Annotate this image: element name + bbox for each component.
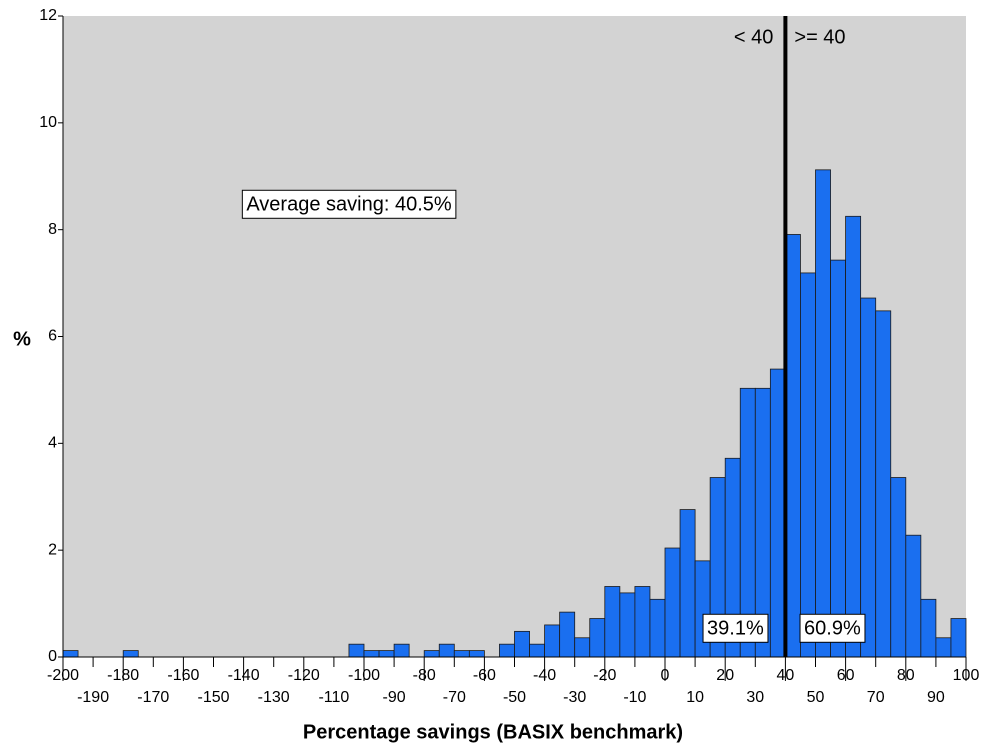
side-label: < 40 [734, 26, 773, 48]
bar [544, 624, 561, 658]
bar [875, 310, 892, 658]
bar [679, 509, 696, 658]
bar [860, 297, 877, 658]
bar [634, 586, 651, 658]
bar [348, 643, 365, 658]
x-tick-label: -140 [228, 667, 260, 684]
annotation-box [702, 613, 769, 643]
bar [363, 650, 380, 658]
x-tick-label: 40 [777, 667, 795, 684]
x-tick-label: -130 [258, 689, 290, 706]
annotation: 39.1% [707, 617, 764, 639]
bar [920, 598, 937, 658]
annotation: Average saving: 40.5% [246, 193, 452, 215]
x-tick-label: 30 [746, 689, 764, 706]
x-tick-label: -100 [348, 667, 380, 684]
bar [62, 650, 79, 658]
x-tick-label: -150 [197, 689, 229, 706]
x-tick-label: -200 [47, 667, 79, 684]
bar [393, 643, 410, 658]
x-tick-label: -90 [383, 689, 406, 706]
x-tick-label: -170 [137, 689, 169, 706]
x-tick-label: -20 [593, 667, 616, 684]
x-tick-label: -70 [443, 689, 466, 706]
bar [559, 611, 576, 658]
y-tick-label: 2 [48, 541, 57, 558]
x-tick-label: -10 [623, 689, 646, 706]
bar [574, 637, 591, 658]
annotation-box [799, 613, 866, 643]
x-tick-label: -120 [288, 667, 320, 684]
x-tick-label: -30 [563, 689, 586, 706]
bar [438, 643, 455, 658]
x-tick-label: -110 [318, 689, 349, 706]
bar [378, 650, 395, 658]
x-axis-label: Percentage savings (BASIX benchmark) [303, 721, 683, 743]
bar [785, 234, 801, 658]
y-tick-label: 8 [48, 221, 57, 238]
bar [589, 618, 606, 658]
y-tick-label: 10 [39, 114, 57, 131]
side-label: >= 40 [794, 26, 845, 48]
x-tick-label: 90 [927, 689, 945, 706]
x-tick-label: -60 [473, 667, 496, 684]
bar [453, 650, 470, 658]
x-tick-label: 20 [716, 667, 734, 684]
bar [950, 618, 967, 658]
bar [604, 586, 621, 658]
bar [890, 477, 907, 658]
bar [649, 598, 666, 658]
annotation-box [241, 189, 457, 219]
bar [529, 643, 545, 658]
bar [845, 215, 862, 658]
bar [769, 368, 786, 658]
x-tick-label: 10 [686, 689, 704, 706]
x-tick-label: 80 [897, 667, 915, 684]
x-tick-label: 60 [837, 667, 855, 684]
x-tick-label: -180 [107, 667, 139, 684]
bar [499, 643, 515, 658]
x-tick-label: 50 [807, 689, 825, 706]
y-tick-label: 6 [48, 328, 57, 345]
bar [815, 169, 831, 658]
y-tick-label: 12 [39, 7, 57, 24]
bar [830, 259, 846, 658]
bar [905, 534, 922, 658]
bar [423, 650, 440, 658]
y-tick-label: 4 [48, 435, 57, 452]
x-tick-label: -190 [77, 689, 109, 706]
x-tick-label: 70 [867, 689, 885, 706]
bar [122, 650, 139, 658]
y-tick-label: 0 [48, 648, 57, 665]
x-tick-label: 0 [661, 667, 670, 684]
y-axis-label: % [13, 328, 31, 350]
bar [619, 592, 636, 658]
x-tick-label: -40 [533, 667, 556, 684]
bar [800, 272, 816, 658]
annotation: 60.9% [804, 617, 861, 639]
x-tick-label: -80 [413, 667, 436, 684]
bar [664, 547, 681, 658]
bar [468, 650, 485, 658]
x-tick-label: 100 [953, 667, 980, 684]
x-tick-label: -50 [503, 689, 526, 706]
bar [514, 630, 530, 658]
bar [935, 637, 952, 658]
x-tick-label: -160 [167, 667, 199, 684]
